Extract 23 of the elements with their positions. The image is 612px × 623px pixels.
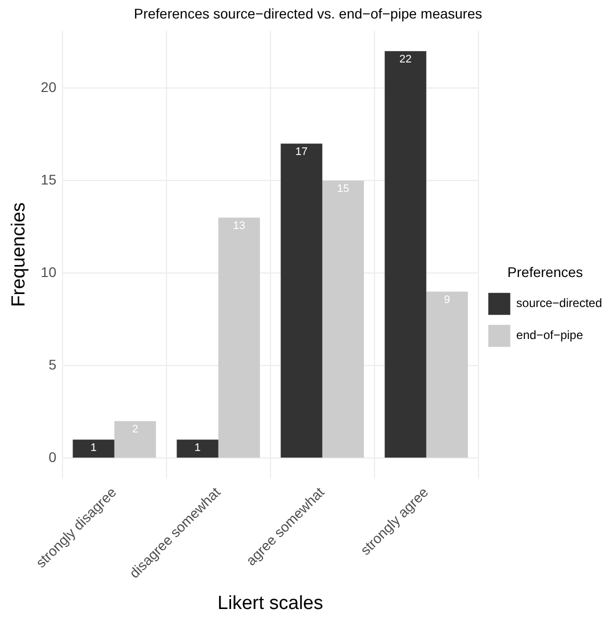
y-axis-title: Frequencies [8,202,30,307]
data-label: 17 [295,146,308,158]
bar [218,218,260,458]
bar [176,440,218,458]
y-tick-label: 15 [40,172,57,188]
bar [72,440,114,458]
data-label: 1 [90,442,97,454]
y-tick-label: 10 [40,264,57,280]
y-tick-label: 5 [48,356,57,372]
y-tick-label: 0 [48,448,57,465]
bar [280,144,322,458]
data-label: 1 [194,442,201,454]
chart-title: Preferences source−directed vs. end−of−pipe measures [134,5,482,22]
legend-title: Preferences [507,264,583,280]
bar [322,180,364,458]
bar [426,292,468,458]
legend-label: end−of−pipe [516,328,584,342]
bar [114,421,156,458]
data-label: 22 [399,54,412,66]
bar [384,51,426,458]
legend-label: source−directed [516,296,602,310]
x-axis-title: Likert scales [218,592,324,614]
y-tick-label: 20 [40,79,57,96]
